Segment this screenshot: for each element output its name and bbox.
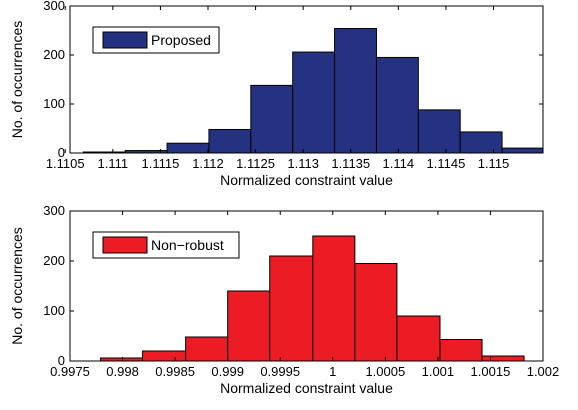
- chart-1-xtick-label-5: 1.1125: [236, 156, 275, 171]
- chart-1-ytick-label-4: 300: [43, 0, 65, 13]
- chart-2-bar-3: [185, 336, 229, 362]
- chart-2-xtick-label-3: 0.9985: [155, 364, 195, 379]
- chart-2-ytick-label-1: 0: [58, 353, 65, 368]
- chart-2-ylabel: No. of occurrences: [9, 227, 25, 345]
- chart-2-axes-box: [69, 210, 544, 362]
- chart-2-xtick-label-8: 1.001: [422, 364, 455, 379]
- chart-1-legend-swatch: [102, 31, 148, 49]
- chart-1-xtick-label-1: 1.1105: [46, 156, 85, 171]
- chart-1-legend-label: Proposed: [151, 32, 211, 48]
- chart-2-legend-swatch: [102, 236, 148, 254]
- chart-2-bar-8: [396, 315, 441, 362]
- chart-1-xtick-label-10: 1.115: [478, 156, 510, 171]
- chart-2-xtick-label-1: 0.9975: [50, 364, 90, 379]
- chart-1-ytick-label-2: 100: [43, 96, 65, 111]
- chart-1-ytick-label-3: 200: [43, 47, 65, 62]
- chart-2-xtick-label-5: 0.9995: [260, 364, 300, 379]
- chart-1-bar-5: [250, 84, 294, 154]
- chart-1-xtick-label-4: 1.112: [192, 156, 224, 171]
- chart-1-xtick-label-6: 1.113: [287, 156, 319, 171]
- chart-2-bar-5: [269, 255, 314, 362]
- chart-1-xtick-label-3: 1.1115: [141, 156, 179, 171]
- chart-2-xtick-label-7: 1.0005: [365, 364, 405, 379]
- chart-2-ytick-label-4: 300: [43, 203, 65, 218]
- chart-1-bar-8: [375, 56, 419, 154]
- chart-1-xtick-label-7: 1.1135: [331, 156, 370, 171]
- chart-2-bar-6: [312, 235, 356, 362]
- chart-2-xtick-label-4: 0.999: [211, 364, 244, 379]
- chart-1-bar-4: [208, 128, 252, 154]
- chart-1-bar-6: [292, 51, 336, 154]
- chart-2-bar-7: [354, 263, 398, 362]
- chart-1-bar-7: [334, 28, 377, 154]
- chart-2-xtick-label-9: 1.0015: [471, 364, 511, 379]
- chart-1-bar-10: [459, 131, 503, 154]
- chart-2-ytick-label-3: 200: [43, 253, 65, 268]
- chart-1-bar-3: [166, 142, 210, 154]
- chart-2-legend-label: Non−robust: [151, 237, 224, 253]
- chart-2-bar-4: [227, 290, 271, 362]
- chart-1-ytick-label-1: 0: [58, 145, 65, 160]
- chart-2-xtick-label-10: 1.002: [527, 364, 560, 379]
- chart-1-axes-box: [69, 5, 544, 154]
- chart-2-xtick-label-6: 1: [329, 364, 336, 379]
- chart-2-xtick-label-2: 0.998: [106, 364, 139, 379]
- chart-2-bar-9: [439, 339, 483, 362]
- chart-2-xlabel: Normalized constraint value: [220, 380, 393, 396]
- chart-1-bar-11: [501, 147, 544, 154]
- chart-1-bar-9: [417, 109, 461, 154]
- chart-1-xtick-label-8: 1.114: [383, 156, 415, 171]
- chart-1-xtick-label-9: 1.1145: [427, 156, 466, 171]
- chart-2-bar-10: [481, 355, 525, 362]
- chart-1-ylabel: No. of occurrences: [9, 21, 25, 139]
- chart-2-bar-2: [142, 350, 187, 362]
- chart-1-xlabel: Normalized constraint value: [220, 172, 393, 188]
- chart-1-xtick-label-2: 1.111: [98, 156, 129, 171]
- chart-2-ytick-label-2: 100: [43, 303, 65, 318]
